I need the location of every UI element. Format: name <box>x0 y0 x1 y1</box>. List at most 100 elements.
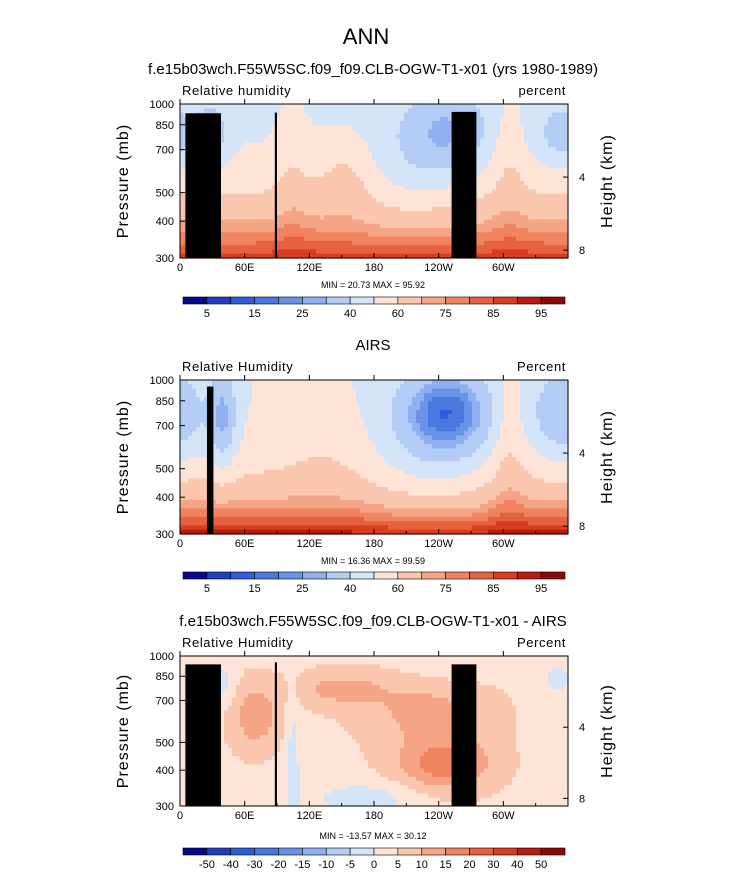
heatmap-cell <box>296 491 301 497</box>
heatmap-cell <box>500 159 505 165</box>
heatmap-cell <box>524 198 529 203</box>
heatmap-cell <box>300 219 305 225</box>
heatmap-cell <box>432 245 437 251</box>
heatmap-cell <box>268 215 273 221</box>
heatmap-cell <box>260 444 265 450</box>
heatmap-cell <box>320 516 325 522</box>
heatmap-cell <box>304 108 309 114</box>
heatmap-cell <box>180 380 185 385</box>
heatmap-cell <box>412 219 417 225</box>
heatmap-cell <box>336 215 341 221</box>
heatmap-cell <box>416 151 421 156</box>
heatmap-cell <box>504 219 509 225</box>
heatmap-cell <box>300 108 305 114</box>
heatmap-cell <box>500 112 505 118</box>
heatmap-cell <box>232 504 237 509</box>
heatmap-cell <box>484 172 489 178</box>
heatmap-cell <box>488 121 493 126</box>
heatmap-cell <box>192 384 197 390</box>
heatmap-cell <box>404 163 409 169</box>
heatmap-cell <box>236 121 241 126</box>
heatmap-cell <box>320 478 325 484</box>
heatmap-cell <box>224 469 229 475</box>
heatmap-cell <box>260 482 265 488</box>
heatmap-cell <box>348 142 353 148</box>
heatmap-cell <box>236 409 241 415</box>
heatmap-cell <box>276 210 281 216</box>
heatmap-cell <box>388 223 393 229</box>
heatmap-cell <box>380 253 385 259</box>
heatmap-cell <box>360 198 365 203</box>
heatmap-cell <box>324 202 329 208</box>
heatmap-cell <box>264 521 269 527</box>
heatmap-cell <box>488 142 493 148</box>
heatmap-cell <box>316 457 321 462</box>
heatmap-cell <box>216 388 221 394</box>
heatmap-cell <box>204 516 209 522</box>
heatmap-cell <box>312 108 317 114</box>
heatmap-cell <box>328 401 333 407</box>
heatmap-cell <box>308 236 313 242</box>
heatmap-cell <box>344 198 349 203</box>
heatmap-cell <box>304 129 309 135</box>
heatmap-cell <box>336 228 341 233</box>
heatmap-cell <box>236 499 241 505</box>
heatmap-cell <box>240 176 245 182</box>
heatmap-cell <box>512 151 517 156</box>
heatmap-cell <box>556 245 561 251</box>
heatmap-cell <box>272 486 277 492</box>
heatmap-cell <box>500 202 505 208</box>
heatmap-cell <box>464 108 469 114</box>
heatmap-cell <box>200 495 205 501</box>
heatmap-cell <box>248 457 253 462</box>
heatmap-cell <box>408 133 413 139</box>
heatmap-cell <box>312 388 317 394</box>
heatmap-cell <box>500 193 505 199</box>
heatmap-cell <box>400 108 405 114</box>
heatmap-cell <box>424 185 429 191</box>
heatmap-cell <box>388 151 393 156</box>
heatmap-cell <box>316 418 321 424</box>
heatmap-cell <box>268 133 273 139</box>
heatmap-cell <box>236 215 241 221</box>
heatmap-cell <box>376 240 381 246</box>
heatmap-cell <box>352 108 357 114</box>
heatmap-cell <box>240 168 245 174</box>
heatmap-cell <box>228 189 233 195</box>
heatmap-cell <box>532 219 537 225</box>
heatmap-cell <box>184 465 189 471</box>
heatmap-cell <box>504 108 509 114</box>
heatmap-cell <box>288 206 293 212</box>
heatmap-cell <box>400 202 405 208</box>
heatmap-cell <box>488 228 493 233</box>
heatmap-cell <box>564 193 569 199</box>
heatmap-cell <box>384 125 389 131</box>
heatmap-cell <box>200 392 205 398</box>
heatmap-cell <box>312 104 317 109</box>
heatmap-cell <box>212 431 217 437</box>
heatmap-cell <box>220 240 225 246</box>
heatmap-cell <box>308 210 313 216</box>
heatmap-cell <box>556 104 561 109</box>
heatmap-cell <box>204 444 209 450</box>
heatmap-cell <box>220 163 225 169</box>
heatmap-cell <box>236 469 241 475</box>
heatmap-cell <box>288 461 293 467</box>
heatmap-cell <box>308 439 313 445</box>
heatmap-cell <box>180 521 185 527</box>
heatmap-cell <box>308 146 313 152</box>
heatmap-cell <box>364 121 369 126</box>
heatmap-cell <box>352 249 357 255</box>
heatmap-cell <box>404 129 409 135</box>
heatmap-cell <box>436 232 441 238</box>
heatmap-cell <box>436 202 441 208</box>
heatmap-cell <box>200 504 205 509</box>
heatmap-cell <box>416 253 421 259</box>
heatmap-cell <box>276 482 281 488</box>
heatmap-cell <box>312 401 317 407</box>
heatmap-cell <box>316 202 321 208</box>
heatmap-cell <box>320 469 325 475</box>
heatmap-cell <box>188 504 193 509</box>
heatmap-cell <box>180 478 185 484</box>
heatmap-cell <box>536 151 541 156</box>
